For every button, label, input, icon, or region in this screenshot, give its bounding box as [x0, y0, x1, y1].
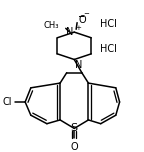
Text: S: S: [71, 123, 78, 133]
Text: +: +: [75, 25, 81, 31]
Text: O: O: [70, 142, 78, 152]
Text: N: N: [75, 60, 83, 70]
Text: N: N: [66, 27, 73, 37]
Text: Cl: Cl: [2, 97, 12, 107]
Text: O: O: [79, 15, 87, 25]
Text: HCl: HCl: [100, 44, 117, 54]
Text: HCl: HCl: [100, 19, 117, 29]
Text: CH₃: CH₃: [44, 21, 59, 30]
Text: −: −: [83, 11, 89, 17]
